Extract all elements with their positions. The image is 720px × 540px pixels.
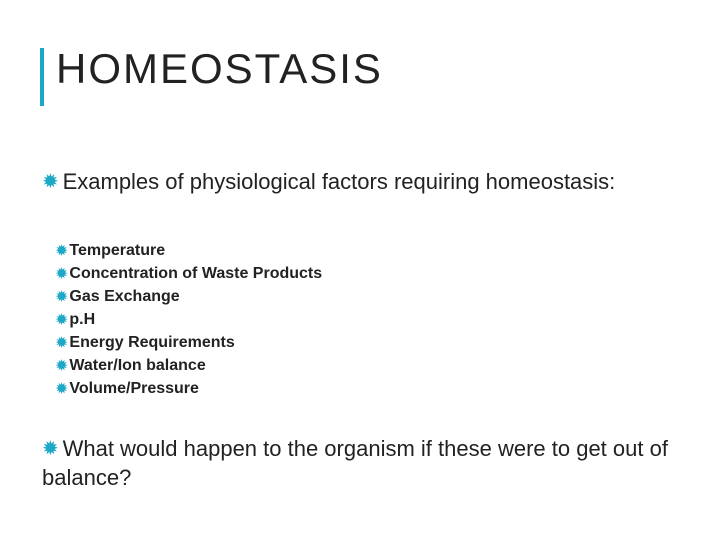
starburst-icon: ✹ (42, 170, 59, 196)
starburst-icon: ✹ (56, 379, 67, 398)
sub-bullet-7: ✹Volume/Pressure (56, 378, 199, 400)
slide-title: HOMEOSTASIS (56, 45, 383, 93)
sub-bullet-3-text: Gas Exchange (69, 288, 179, 305)
sub-bullet-5-text: Energy Requirements (69, 334, 234, 351)
main-bullet-2-text: What would happen to the organism if the… (42, 436, 668, 490)
sub-bullet-4: ✹p.H (56, 309, 95, 331)
starburst-icon: ✹ (56, 310, 67, 329)
sub-bullet-2: ✹Concentration of Waste Products (56, 263, 322, 285)
sub-bullet-3: ✹Gas Exchange (56, 286, 180, 308)
sub-bullet-1-text: Temperature (69, 242, 165, 259)
main-bullet-2: ✹What would happen to the organism if th… (42, 435, 682, 492)
sub-bullet-5: ✹Energy Requirements (56, 332, 235, 354)
sub-bullet-1: ✹Temperature (56, 240, 165, 262)
starburst-icon: ✹ (56, 287, 67, 306)
title-accent-bar (40, 48, 44, 106)
sub-bullet-4-text: p.H (69, 311, 95, 328)
starburst-icon: ✹ (56, 356, 67, 375)
sub-bullet-6-text: Water/Ion balance (69, 357, 205, 374)
starburst-icon: ✹ (56, 333, 67, 352)
starburst-icon: ✹ (56, 241, 67, 260)
starburst-icon: ✹ (42, 437, 59, 463)
starburst-icon: ✹ (56, 264, 67, 283)
main-bullet-1-text: Examples of physiological factors requir… (63, 169, 616, 194)
main-bullet-1: ✹Examples of physiological factors requi… (42, 168, 662, 197)
sub-bullet-2-text: Concentration of Waste Products (69, 265, 322, 282)
sub-bullet-7-text: Volume/Pressure (69, 380, 199, 397)
sub-bullet-6: ✹Water/Ion balance (56, 355, 206, 377)
